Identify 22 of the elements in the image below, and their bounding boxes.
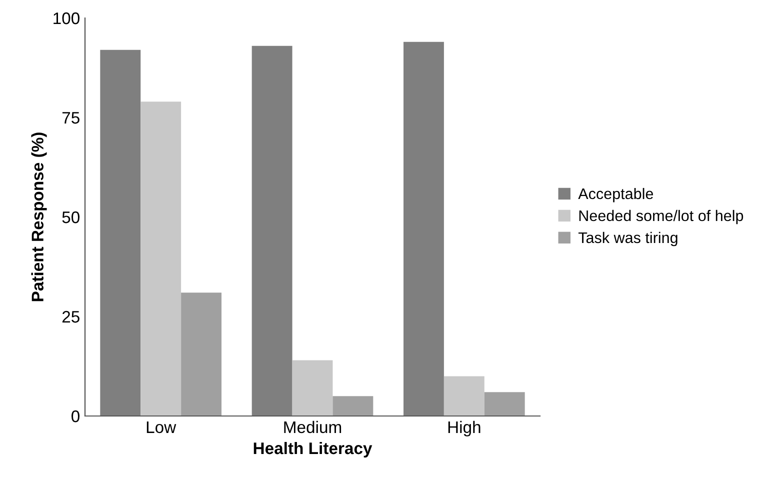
legend-label: Needed some/lot of help — [579, 210, 744, 224]
bar — [252, 46, 292, 416]
y-tick-label: 50 — [62, 211, 80, 224]
x-tick-label: Low — [146, 421, 176, 434]
y-tick-label: 25 — [62, 310, 80, 323]
y-tick-label: 0 — [72, 410, 80, 422]
legend-label: Task was tiring — [578, 232, 678, 246]
bar — [100, 50, 141, 416]
y-tick-label: 75 — [62, 112, 80, 124]
bar — [292, 360, 333, 416]
bar — [181, 292, 222, 416]
x-axis-title: Health Literacy — [254, 442, 372, 458]
y-tick-label: 100 — [54, 12, 80, 24]
bar — [332, 396, 374, 416]
bar — [404, 42, 444, 416]
x-tick-label: High — [448, 420, 480, 436]
legend-label: Acceptable — [578, 188, 654, 202]
bar — [484, 392, 525, 416]
x-tick-label: Medium — [284, 420, 342, 434]
bar — [444, 376, 484, 416]
bar — [140, 102, 182, 416]
y-axis-title: Patient Response (%) — [31, 132, 47, 302]
